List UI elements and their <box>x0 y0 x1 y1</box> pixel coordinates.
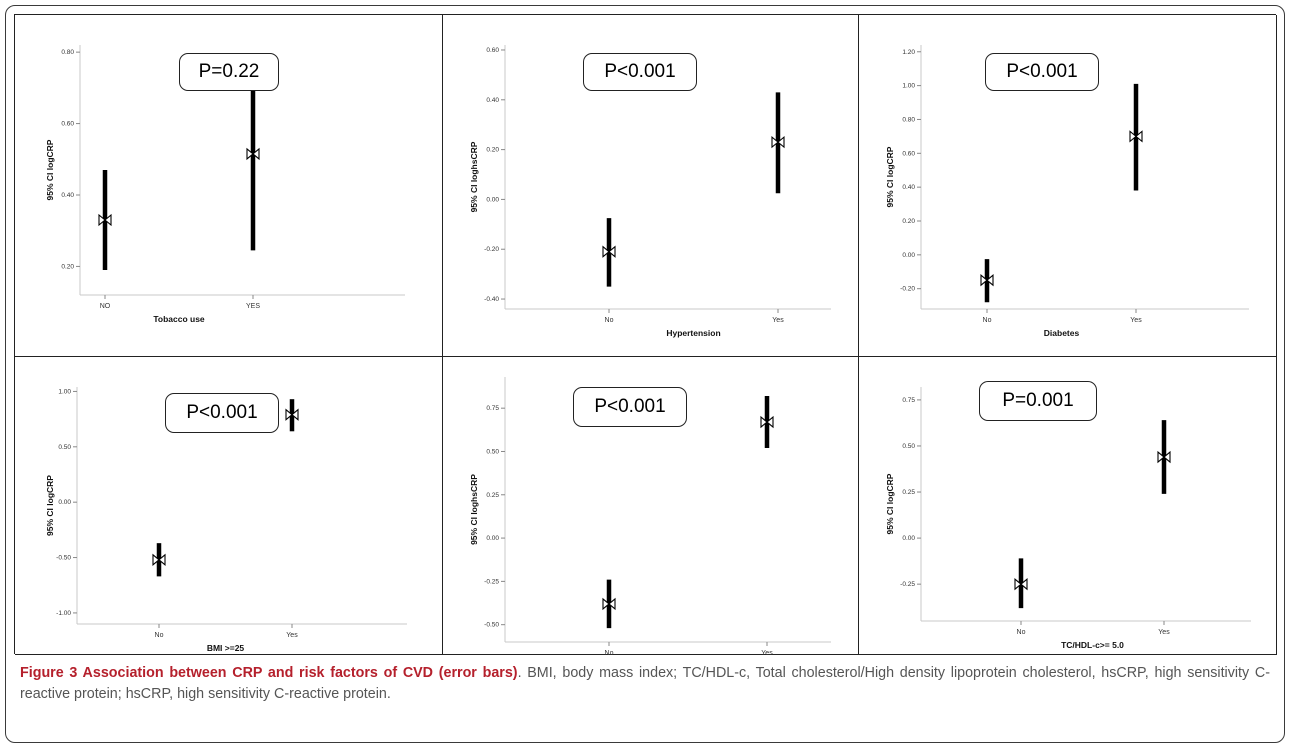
x-tick-label: Yes <box>286 632 298 639</box>
p-value-box: P=0.001 <box>979 381 1097 421</box>
p-value-text: P=0.22 <box>198 61 260 82</box>
y-tick-label: 0.20 <box>902 218 915 225</box>
y-axis-title: 95% CI loghsCRP <box>469 141 479 212</box>
y-tick-label: 0.50 <box>902 443 915 450</box>
mean-marker <box>246 147 260 161</box>
x-tick-label: Yes <box>1158 629 1170 636</box>
p-value-text: P=0.001 <box>1002 390 1074 411</box>
mean-marker <box>602 245 616 258</box>
p-value-text: P<0.001 <box>594 396 666 417</box>
y-tick-label: -0.20 <box>484 246 499 253</box>
y-tick-label: 0.40 <box>61 192 74 199</box>
y-tick-label: -0.20 <box>900 286 915 293</box>
y-tick-label: 0.80 <box>902 116 915 123</box>
y-tick-label: 1.00 <box>902 83 915 90</box>
figure-caption: Figure 3 Association between CRP and ris… <box>20 663 1270 705</box>
chart-svg: -0.20 0.00 0.20 0.40 0.60 0.80 1.00 1.20 No Yes Di… <box>885 45 1249 338</box>
y-tick-label: 0.50 <box>58 444 71 451</box>
p-value-text: P<0.001 <box>186 402 258 423</box>
panel-abdominal-obesity: -0.50-0.250.000.250.500.75NoYesAbdominal… <box>443 357 859 655</box>
y-tick-label: 0.75 <box>902 397 915 404</box>
mean-marker <box>152 553 166 566</box>
y-axis-title: 95% CI logCRP <box>885 146 895 207</box>
mean-marker <box>98 213 112 227</box>
y-tick-label: 1.00 <box>58 388 71 395</box>
y-tick-label: -1.00 <box>56 610 71 617</box>
panel-tobacco: 0.20 0.40 0.60 0.80 NO YES Tobacco use 95% CI l… <box>15 15 443 357</box>
mean-marker <box>980 274 994 287</box>
p-value-box: P<0.001 <box>573 387 687 427</box>
caption-text: . BMI, body mass index; TC/HDL-c, Total … <box>20 665 1270 702</box>
y-tick-label: 0.40 <box>486 97 499 104</box>
p-value-box: P<0.001 <box>985 53 1099 91</box>
y-tick-label: 0.60 <box>486 47 499 54</box>
y-tick-label: 0.60 <box>61 121 74 128</box>
mean-marker <box>760 415 774 429</box>
y-tick-label: -0.50 <box>484 622 499 629</box>
chart-svg: 0.20 0.40 0.60 0.80 NO YES Tobacco use 95% CI l… <box>45 45 405 324</box>
x-tick-label: Yes <box>761 650 773 655</box>
x-axis-title: BMI >=25 <box>207 643 245 653</box>
y-tick-label: -0.25 <box>900 581 915 588</box>
y-tick-label: 0.80 <box>61 49 74 56</box>
x-tick-label: No <box>155 632 164 639</box>
p-value-text: P<0.001 <box>1006 61 1078 82</box>
y-tick-label: 1.20 <box>902 49 915 56</box>
y-tick-label: 0.00 <box>486 535 499 542</box>
x-axis-title: Diabetes <box>1044 328 1080 338</box>
y-tick-label: 0.75 <box>486 405 499 412</box>
x-tick-label: No <box>605 650 614 655</box>
figure-title: Figure 3 Association between CRP and ris… <box>20 665 518 681</box>
x-tick-label: NO <box>100 303 111 310</box>
y-axis-title: 95% CI loghsCRP <box>469 474 479 545</box>
y-tick-label: -0.50 <box>56 555 71 562</box>
x-tick-label: Yes <box>772 317 784 324</box>
x-tick-label: YES <box>246 303 260 310</box>
y-tick-label: 0.00 <box>902 535 915 542</box>
y-tick-label: 0.00 <box>902 252 915 259</box>
y-tick-label: -0.25 <box>484 578 499 585</box>
chart-svg: -0.40 -0.20 0.00 0.20 0.40 0.60 No Yes Hypertens… <box>469 45 831 338</box>
y-tick-label: 0.20 <box>486 147 499 154</box>
p-value-box: P<0.001 <box>165 393 279 433</box>
y-axis-title: 95% CI logCRP <box>45 139 55 200</box>
y-tick-label: -0.40 <box>484 296 499 303</box>
chart-grid: 0.20 0.40 0.60 0.80 NO YES Tobacco use 95% CI l… <box>14 14 1277 655</box>
y-tick-label: 0.00 <box>486 196 499 203</box>
y-axis-title: 95% CI logCRP <box>885 473 895 534</box>
x-axis-title: Hypertension <box>666 328 720 338</box>
p-value-box: P<0.001 <box>583 53 697 91</box>
figure-frame <box>5 5 1285 743</box>
chart-svg: -1.00 -0.50 0.00 0.50 1.00 No Yes BMI >=25 95% C… <box>45 387 407 653</box>
p-value-text: P<0.001 <box>604 61 676 82</box>
chart-svg: -0.25 0.00 0.25 0.50 0.75 No Yes TC/HDL-c>= 5.0… <box>885 387 1251 650</box>
panel-hypertension: -0.40 -0.20 0.00 0.20 0.40 0.60 No Yes Hypertens… <box>443 15 859 357</box>
x-tick-label: No <box>983 317 992 324</box>
chart-svg: -0.50-0.250.000.250.500.75NoYesAbdominal… <box>469 377 831 655</box>
panel-bmi: -1.00 -0.50 0.00 0.50 1.00 No Yes BMI >=25 95% C… <box>15 357 443 655</box>
mean-marker <box>1014 577 1028 591</box>
y-tick-label: 0.50 <box>486 448 499 455</box>
x-tick-label: No <box>605 317 614 324</box>
x-axis-title: TC/HDL-c>= 5.0 <box>1061 640 1124 650</box>
y-tick-label: 0.40 <box>902 184 915 191</box>
y-tick-label: 0.25 <box>486 492 499 499</box>
y-tick-label: 0.25 <box>902 489 915 496</box>
x-axis-title: Tobacco use <box>153 314 205 324</box>
x-tick-label: Yes <box>1130 317 1142 324</box>
mean-marker <box>771 135 785 149</box>
panel-diabetes: -0.20 0.00 0.20 0.40 0.60 0.80 1.00 1.20 No Yes Di… <box>859 15 1277 357</box>
y-tick-label: 0.60 <box>902 150 915 157</box>
p-value-box: P=0.22 <box>179 53 279 91</box>
y-axis-title: 95% CI logCRP <box>45 475 55 536</box>
x-tick-label: No <box>1017 629 1026 636</box>
mean-marker <box>285 408 299 421</box>
mean-marker <box>602 597 616 611</box>
y-tick-label: 0.00 <box>58 499 71 506</box>
mean-marker <box>1129 130 1143 143</box>
panel-tc-hdl: -0.25 0.00 0.25 0.50 0.75 No Yes TC/HDL-c>= 5.0… <box>859 357 1277 655</box>
y-tick-label: 0.20 <box>61 263 74 270</box>
mean-marker <box>1157 450 1171 464</box>
